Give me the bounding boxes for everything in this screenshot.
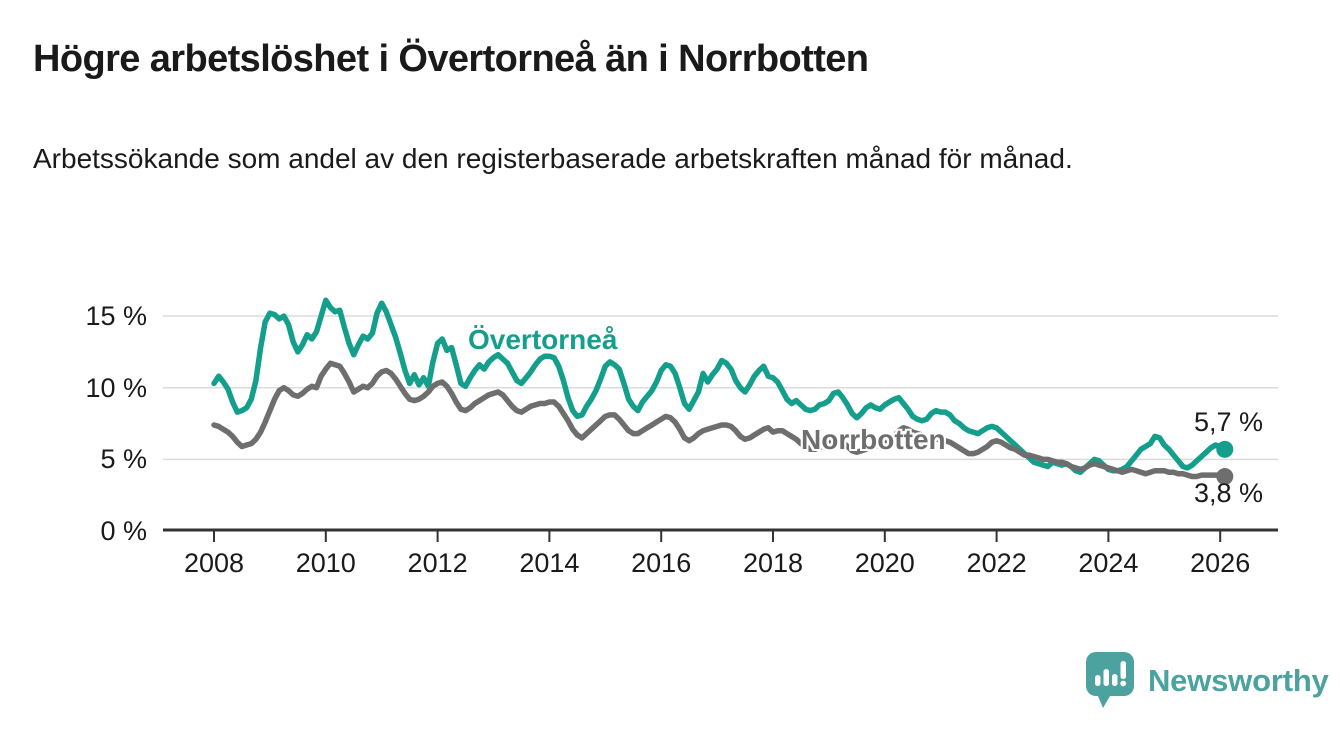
unemployment-line-chart xyxy=(163,297,1278,542)
logo-bar-3 xyxy=(1112,674,1118,686)
x-tick-label-2020: 2020 xyxy=(854,548,915,578)
line-series-1-norrbotten xyxy=(211,360,1228,480)
end-value-label-norrbotten: 3,8 % xyxy=(1194,478,1264,508)
logo-bar-2 xyxy=(1103,669,1109,686)
y-tick-label-5: 5 % xyxy=(100,444,147,475)
x-tick-label-2012: 2012 xyxy=(407,548,468,578)
logo-bubble-shape xyxy=(1086,652,1134,708)
end-dot-övertorneå xyxy=(1216,440,1234,458)
x-tick-label-2010: 2010 xyxy=(295,548,356,578)
chart-subtitle: Arbetssökande som andel av den registerb… xyxy=(33,143,1073,174)
x-tick-label-2008: 2008 xyxy=(183,548,245,578)
x-tick-label-2022: 2022 xyxy=(966,548,1027,578)
newsworthy-branding: Newsworthy xyxy=(1086,652,1329,710)
x-tick-label-2016: 2016 xyxy=(631,548,692,578)
x-tick-label-2018: 2018 xyxy=(742,548,804,578)
end-dot-norrbotten xyxy=(1216,468,1234,486)
newsworthy-logo-text: Newsworthy xyxy=(1148,663,1329,698)
newsworthy-logo-icon xyxy=(1086,652,1134,708)
logo-exclamation-bar xyxy=(1120,661,1126,679)
end-value-label-overtornea: 5,7 % xyxy=(1194,407,1264,437)
y-tick-label-15: 15 % xyxy=(85,301,147,332)
series-label-norrbotten: Norrbotten xyxy=(801,424,946,455)
chart-title: Högre arbetslöshet i Övertorneå än i Nor… xyxy=(33,38,869,80)
y-tick-label-0: 0 % xyxy=(100,516,147,546)
x-tick-label-2014: 2014 xyxy=(519,548,580,578)
logo-exclamation-dot xyxy=(1120,680,1127,687)
series-label-overtornea: Övertorneå xyxy=(468,324,618,355)
y-tick-label-10: 10 % xyxy=(85,372,147,403)
logo-bar-1 xyxy=(1095,675,1101,686)
x-tick-label-2024: 2024 xyxy=(1078,548,1139,578)
x-tick-label-2026: 2026 xyxy=(1190,548,1251,578)
